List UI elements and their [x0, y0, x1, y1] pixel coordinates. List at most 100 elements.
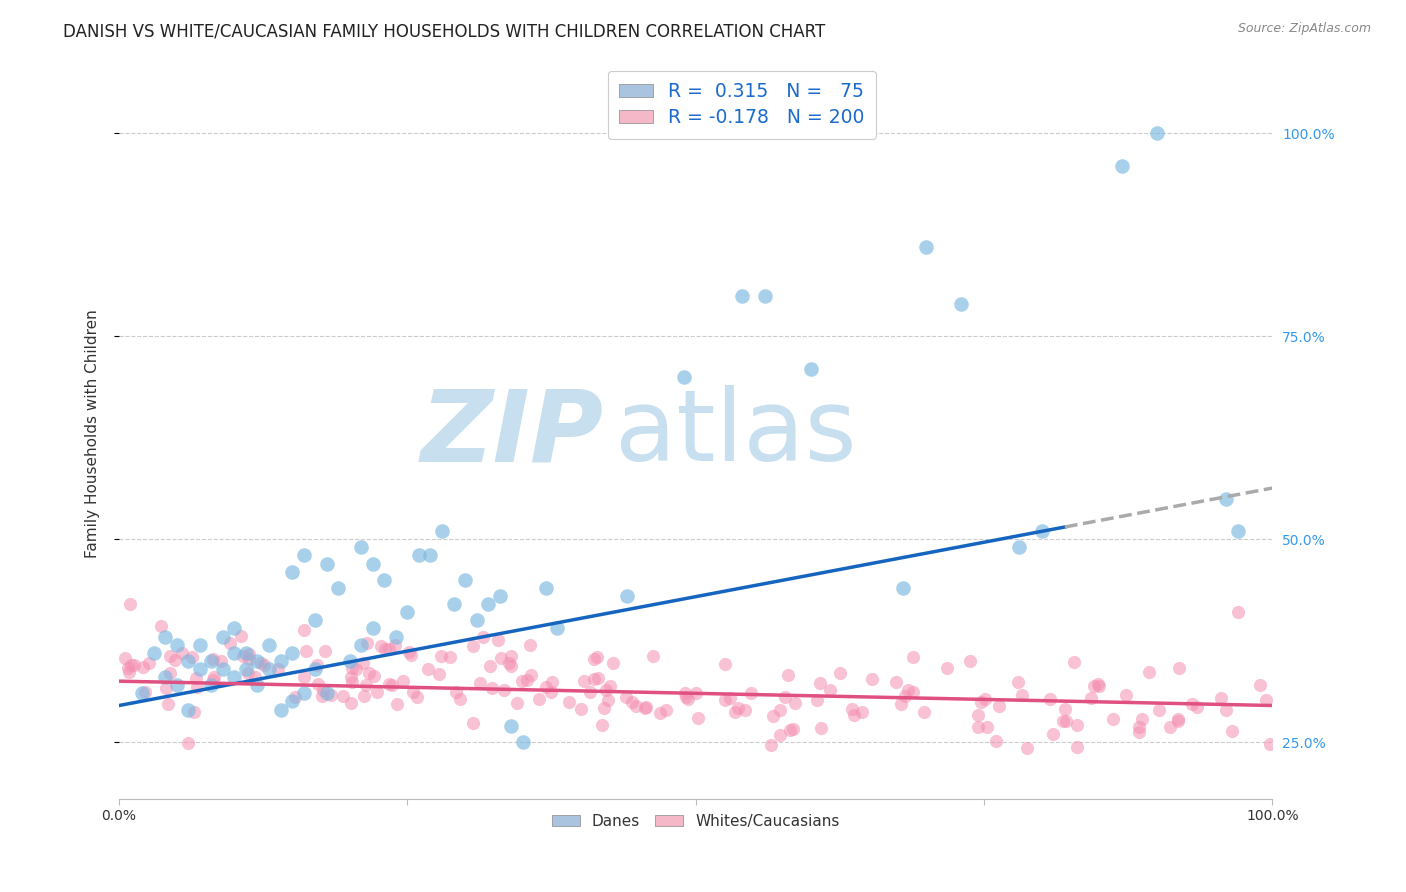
- Point: [238, 647, 260, 661]
- Point: [159, 648, 181, 663]
- Point: [569, 702, 592, 716]
- Point: [340, 697, 363, 711]
- Point: [583, 672, 606, 686]
- Point: [361, 622, 384, 636]
- Point: [238, 652, 260, 666]
- Point: [384, 638, 406, 652]
- Point: [224, 670, 246, 684]
- Point: [586, 649, 609, 664]
- Y-axis label: Family Households with Children: Family Households with Children: [86, 310, 100, 558]
- Point: [1128, 720, 1150, 734]
- Point: [350, 638, 373, 652]
- Point: [1249, 678, 1271, 692]
- Point: [356, 635, 378, 649]
- Point: [1167, 714, 1189, 729]
- Point: [408, 549, 430, 563]
- Point: [427, 666, 450, 681]
- Point: [841, 702, 863, 716]
- Point: [186, 680, 208, 694]
- Point: [200, 678, 222, 692]
- Point: [224, 622, 246, 636]
- Point: [156, 697, 179, 711]
- Point: [602, 656, 624, 670]
- Point: [292, 549, 315, 563]
- Point: [534, 581, 557, 595]
- Point: [1053, 702, 1076, 716]
- Point: [461, 715, 484, 730]
- Point: [986, 734, 1008, 748]
- Point: [246, 654, 269, 668]
- Point: [783, 696, 806, 710]
- Point: [202, 670, 225, 684]
- Point: [305, 658, 328, 673]
- Point: [1066, 718, 1088, 732]
- Point: [357, 666, 380, 681]
- Point: [734, 703, 756, 717]
- Point: [166, 678, 188, 692]
- Point: [499, 648, 522, 663]
- Point: [912, 705, 935, 719]
- Point: [1088, 679, 1111, 693]
- Point: [212, 662, 235, 676]
- Point: [1111, 159, 1133, 173]
- Point: [281, 694, 304, 708]
- Point: [478, 659, 501, 673]
- Point: [501, 719, 523, 733]
- Point: [416, 662, 439, 676]
- Point: [1146, 127, 1168, 141]
- Point: [477, 597, 499, 611]
- Point: [429, 649, 451, 664]
- Point: [132, 660, 155, 674]
- Point: [385, 697, 408, 711]
- Point: [1147, 703, 1170, 717]
- Point: [655, 703, 678, 717]
- Point: [212, 630, 235, 644]
- Point: [463, 639, 485, 653]
- Point: [235, 646, 257, 660]
- Point: [685, 840, 707, 855]
- Point: [209, 654, 232, 668]
- Point: [860, 672, 883, 686]
- Point: [890, 697, 912, 711]
- Point: [153, 670, 176, 684]
- Point: [540, 674, 562, 689]
- Point: [311, 689, 333, 703]
- Point: [591, 717, 613, 731]
- Point: [312, 683, 335, 698]
- Legend: Danes, Whites/Caucasians: Danes, Whites/Caucasians: [546, 808, 845, 835]
- Point: [342, 674, 364, 689]
- Text: ZIP: ZIP: [420, 385, 603, 483]
- Point: [769, 702, 792, 716]
- Point: [118, 665, 141, 680]
- Point: [295, 644, 318, 658]
- Point: [974, 692, 997, 706]
- Point: [373, 573, 395, 587]
- Point: [574, 674, 596, 689]
- Point: [419, 549, 441, 563]
- Point: [319, 688, 342, 702]
- Point: [374, 641, 396, 656]
- Point: [616, 589, 638, 603]
- Point: [350, 541, 373, 555]
- Point: [344, 661, 367, 675]
- Point: [713, 693, 735, 707]
- Point: [842, 708, 865, 723]
- Point: [512, 673, 534, 688]
- Point: [138, 657, 160, 671]
- Point: [257, 638, 280, 652]
- Point: [378, 642, 401, 657]
- Point: [673, 685, 696, 699]
- Point: [489, 651, 512, 665]
- Point: [443, 597, 465, 611]
- Point: [534, 680, 557, 694]
- Point: [200, 654, 222, 668]
- Point: [579, 684, 602, 698]
- Point: [117, 661, 139, 675]
- Point: [512, 735, 534, 749]
- Point: [471, 630, 494, 644]
- Point: [232, 648, 254, 663]
- Point: [583, 651, 606, 665]
- Point: [624, 699, 647, 714]
- Point: [246, 678, 269, 692]
- Point: [1042, 726, 1064, 740]
